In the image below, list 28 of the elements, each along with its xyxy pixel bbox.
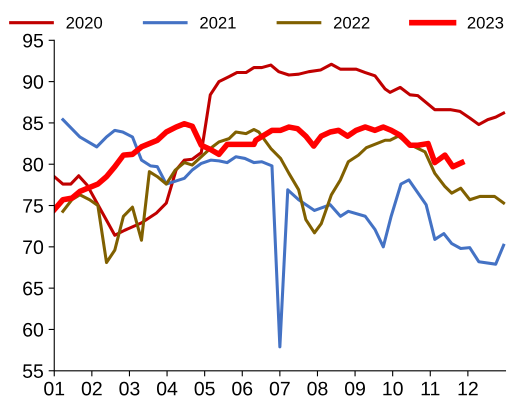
x-tick-label: 09 xyxy=(345,382,365,396)
line-series xyxy=(61,128,506,264)
y-tick-label: 60 xyxy=(23,322,44,337)
y-tick-label: 95 xyxy=(23,34,44,48)
x-tick-label: 12 xyxy=(458,382,478,396)
x-tick-label: 03 xyxy=(119,382,140,396)
x-tick-label: 08 xyxy=(307,382,328,396)
legend-label: 2023 xyxy=(468,16,504,29)
x-tick-label: 05 xyxy=(194,382,215,396)
y-tick-label: 70 xyxy=(23,240,44,254)
y-tick-label: 90 xyxy=(23,75,44,89)
line-series xyxy=(61,118,506,348)
x-tick-label: 07 xyxy=(270,382,290,396)
x-tick-label: 02 xyxy=(82,382,102,396)
legend-label: 2020 xyxy=(66,16,102,29)
x-tick-label: 04 xyxy=(157,382,178,396)
y-tick-label: 85 xyxy=(23,116,44,130)
y-tick-label: 65 xyxy=(23,282,44,296)
legend-label: 2021 xyxy=(200,16,236,29)
x-tick-label: 06 xyxy=(232,382,252,396)
x-tick-label: 10 xyxy=(383,382,403,396)
y-tick-label: 80 xyxy=(23,158,44,172)
y-tick-label: 75 xyxy=(23,199,44,213)
y-tick-label: 55 xyxy=(22,364,44,378)
legend-label: 2022 xyxy=(334,16,370,29)
x-tick-label: 01 xyxy=(44,382,64,396)
line-series xyxy=(54,62,506,237)
x-tick-label: 11 xyxy=(422,382,440,396)
